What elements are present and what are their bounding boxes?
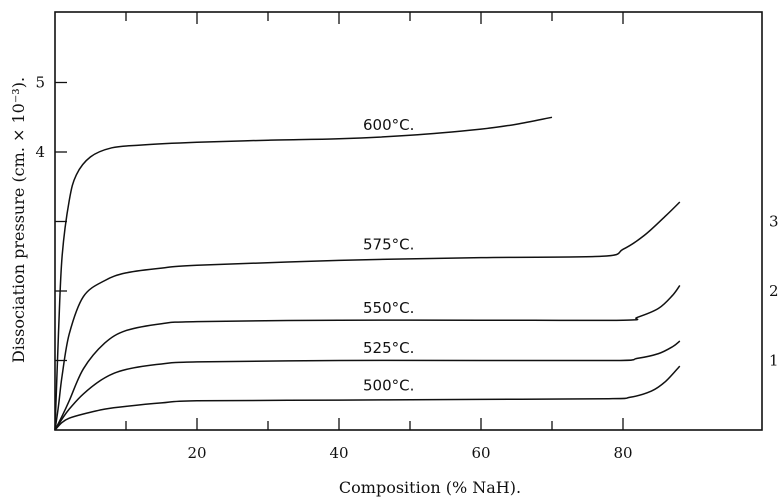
labels: 500°C. 525°C. 550°C. 575°C. 600°C. bbox=[363, 116, 414, 395]
series-label-500: 500°C. bbox=[363, 376, 414, 394]
y-tick-label-left: 5 bbox=[35, 74, 45, 92]
y-tick-label-left: 4 bbox=[35, 143, 45, 161]
axes: 20 40 60 80 4 5 1 2 3 bbox=[35, 11, 779, 462]
y-tick-label-right: 3 bbox=[769, 213, 779, 231]
curves bbox=[54, 116, 681, 431]
series-label-525: 525°C. bbox=[363, 339, 414, 357]
y-axis-title: Dissociation pressure (cm. × 10⁻³). bbox=[9, 77, 28, 363]
x-tick-label: 80 bbox=[613, 444, 632, 462]
x-axis-title: Composition (% NaH). bbox=[339, 478, 521, 497]
series-line-550 bbox=[54, 284, 681, 431]
x-tick-label: 60 bbox=[471, 444, 490, 462]
series-label-600: 600°C. bbox=[363, 116, 414, 134]
x-tick-label: 20 bbox=[187, 444, 206, 462]
series-line-575 bbox=[54, 201, 681, 431]
plot-frame bbox=[54, 11, 763, 431]
x-tick-label: 40 bbox=[329, 444, 348, 462]
series-label-575: 575°C. bbox=[363, 235, 414, 253]
series-label-550: 550°C. bbox=[363, 299, 414, 317]
series-line-600 bbox=[54, 116, 553, 431]
series-line-500 bbox=[54, 365, 681, 431]
series-line-525 bbox=[54, 340, 681, 431]
y-tick-label-right: 1 bbox=[769, 352, 779, 370]
y-tick-label-right: 2 bbox=[769, 282, 779, 300]
